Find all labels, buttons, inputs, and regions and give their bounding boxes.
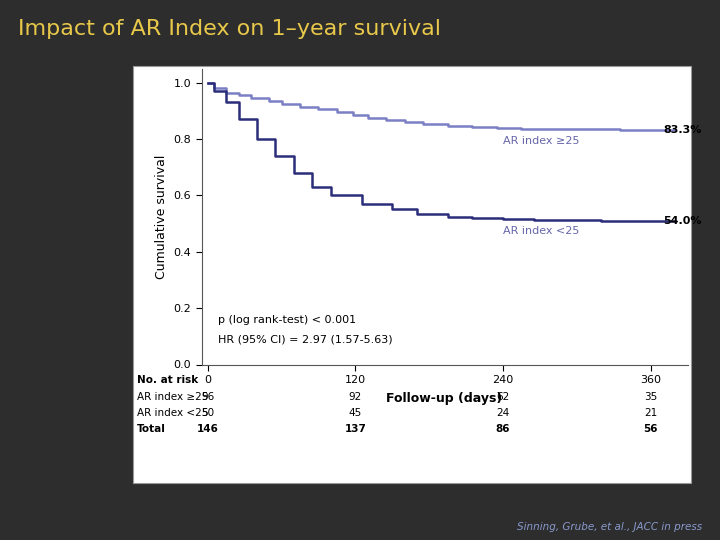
Text: 83.3%: 83.3% <box>663 125 701 135</box>
Text: AR index <25: AR index <25 <box>503 226 580 236</box>
Text: 21: 21 <box>644 408 657 418</box>
Text: No. at risk: No. at risk <box>137 375 198 386</box>
Text: 86: 86 <box>496 424 510 434</box>
Text: Total: Total <box>137 424 166 434</box>
Text: AR index ≥25: AR index ≥25 <box>137 392 208 402</box>
Text: 24: 24 <box>496 408 510 418</box>
Text: 50: 50 <box>201 408 215 418</box>
Text: 35: 35 <box>644 392 657 402</box>
Text: 45: 45 <box>348 408 362 418</box>
Y-axis label: Cumulative survival: Cumulative survival <box>155 154 168 279</box>
Text: 62: 62 <box>496 392 510 402</box>
Text: p (log rank-test) < 0.001: p (log rank-test) < 0.001 <box>217 315 356 325</box>
Text: 92: 92 <box>348 392 362 402</box>
Text: HR (95% CI) = 2.97 (1.57-5.63): HR (95% CI) = 2.97 (1.57-5.63) <box>217 335 392 345</box>
Text: AR index ≥25: AR index ≥25 <box>503 136 580 146</box>
Text: 146: 146 <box>197 424 219 434</box>
Text: 96: 96 <box>201 392 215 402</box>
Text: AR index <25: AR index <25 <box>137 408 208 418</box>
Text: 54.0%: 54.0% <box>663 216 701 226</box>
Text: Impact of AR Index on 1–year survival: Impact of AR Index on 1–year survival <box>18 19 441 39</box>
Text: Sinning, Grube, et al., JACC in press: Sinning, Grube, et al., JACC in press <box>517 522 702 532</box>
X-axis label: Follow-up (days): Follow-up (days) <box>387 392 503 405</box>
Text: 56: 56 <box>644 424 658 434</box>
Text: 137: 137 <box>344 424 366 434</box>
